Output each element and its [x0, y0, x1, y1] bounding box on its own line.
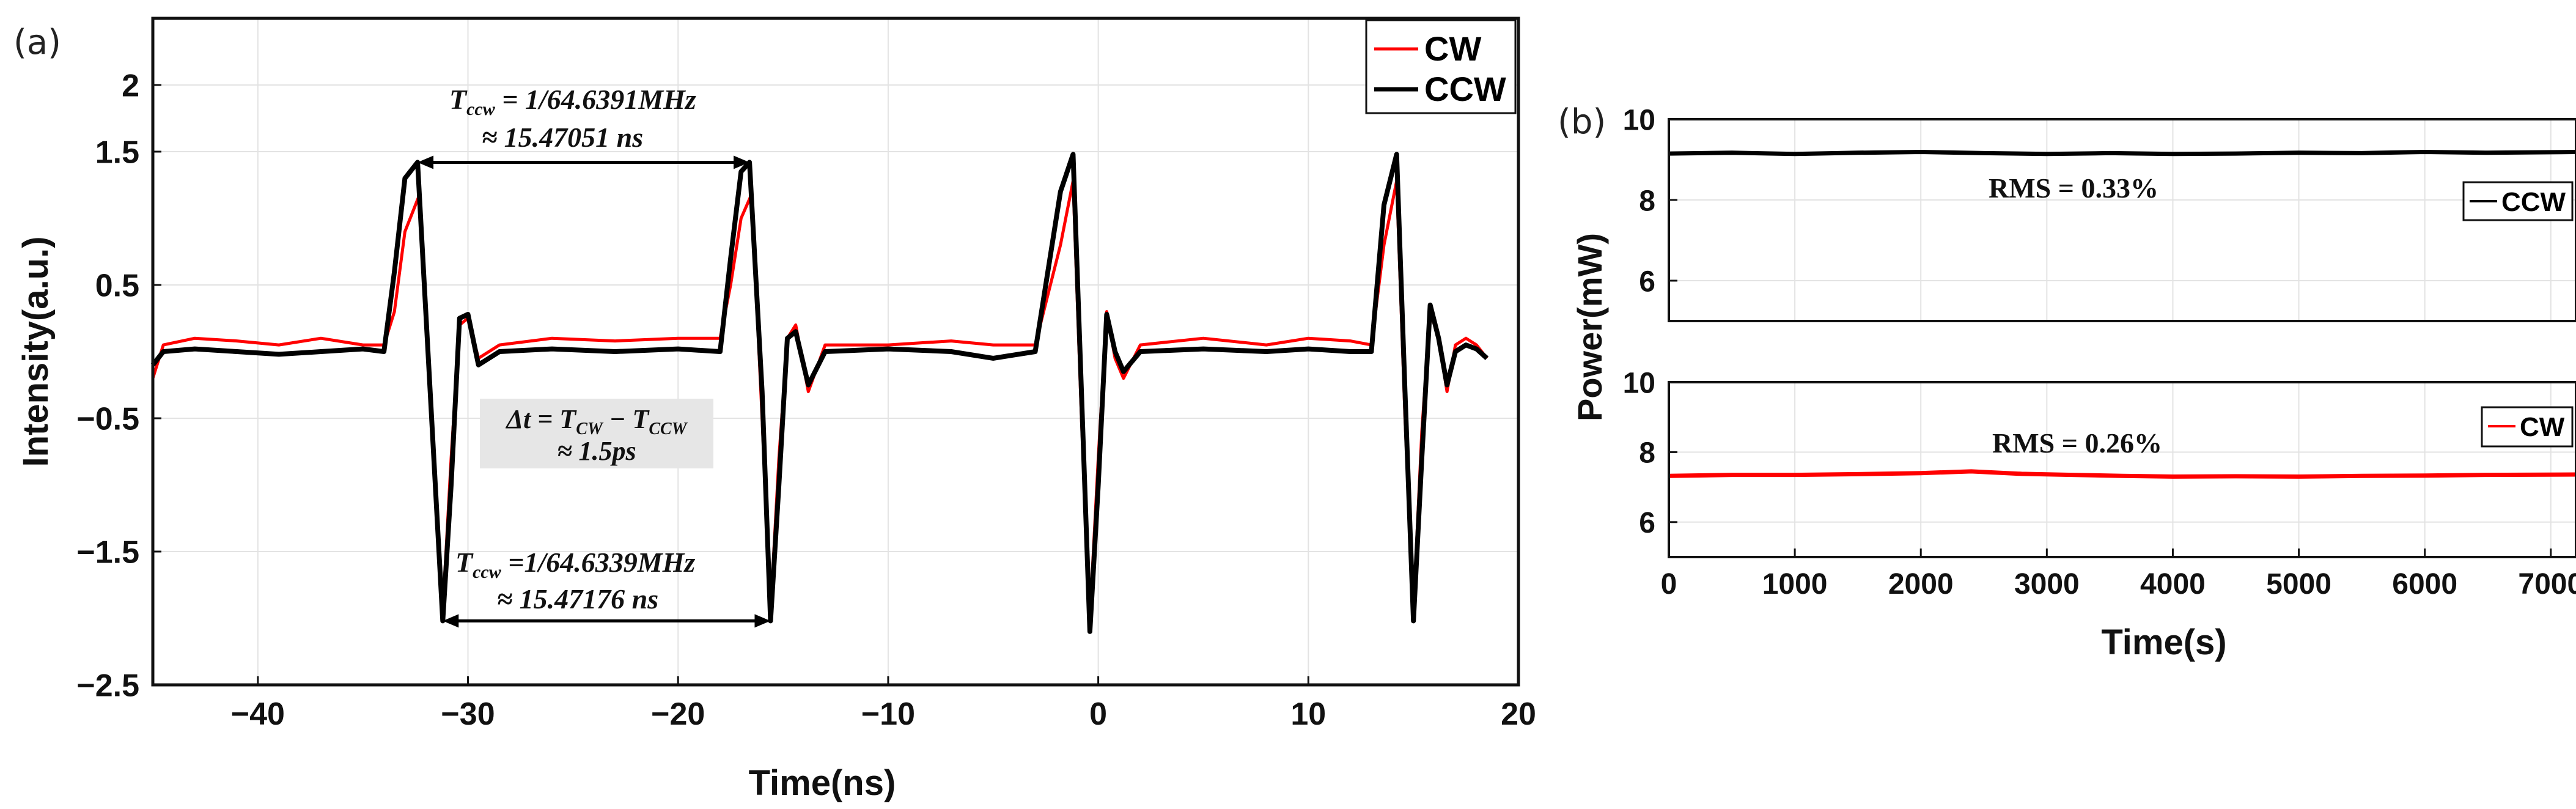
series-b-top: [1668, 150, 2576, 157]
x-tick-label: 2000: [1888, 568, 1954, 600]
x-tick-label: 20: [1501, 696, 1536, 732]
legend-b-bottom: CW: [2481, 406, 2574, 448]
t-ccw-bottom-approx: ≈ 15.47176 ns: [497, 583, 658, 615]
y-axis-label-a: Intensity(a.u.): [16, 236, 56, 467]
x-tick-label: −10: [861, 696, 915, 732]
t-ccw-bottom-formula: Tccw =1/64.6339MHz: [455, 547, 695, 582]
y-tick-label: 6: [1639, 507, 1655, 539]
legend-label-b-cw: CW: [2520, 412, 2565, 442]
y-tick-label: 0.5: [95, 268, 139, 304]
series-line-cw: [151, 179, 1489, 620]
x-tick-label: 0: [1661, 568, 1677, 600]
annotation-t-ccw-top: Tccw = 1/64.6391MHz ≈ 15.47051 ns: [449, 84, 696, 153]
period-arrowhead: [734, 155, 750, 169]
delta-t-formula: Δt = TCW − TCCW: [505, 404, 688, 438]
delta-t-approx: ≈ 1.5ps: [557, 436, 636, 466]
y-tick-label: 10: [1623, 367, 1655, 399]
legend-b-top: CCW: [2462, 181, 2574, 221]
t-ccw-bottom-var: T: [455, 547, 474, 578]
rms-ccw-label: RMS = 0.33%: [1989, 172, 2158, 204]
period-arrowhead: [754, 614, 771, 628]
x-tick-label: 0: [1089, 696, 1107, 732]
panel-label-a: (a): [13, 23, 61, 62]
y-tick-label: 2: [122, 68, 139, 104]
x-tick-label: 5000: [2266, 568, 2331, 600]
delta-t-sub1: CW: [576, 419, 604, 438]
x-tick-label: −30: [441, 696, 495, 732]
period-arrowhead: [443, 614, 459, 628]
legend-label-ccw: CCW: [1424, 70, 1506, 108]
grid-b-bottom: [1668, 382, 2576, 557]
delta-t-var: Δt = T: [505, 404, 577, 434]
ticks-b-bottom: 6 8 10 0 1000 2000 3000 4000 5000 6000 7000: [1623, 367, 2576, 600]
y-tick-label: 10: [1623, 104, 1655, 136]
series-line-ccw: [150, 152, 1489, 634]
y-tick-label: −0.5: [76, 402, 139, 437]
t-ccw-top-var: T: [449, 84, 468, 115]
y-tick-label: −2.5: [76, 668, 139, 704]
legend-label-cw: CW: [1424, 29, 1481, 68]
annotation-delta-t: Δt = TCW − TCCW ≈ 1.5ps: [480, 399, 713, 468]
legend-label-b-ccw: CCW: [2501, 187, 2566, 217]
y-tick-label: −1.5: [76, 535, 139, 571]
delta-t-box: [480, 399, 713, 468]
x-tick-label: 6000: [2392, 568, 2457, 600]
x-tick-label: 10: [1290, 696, 1326, 732]
delta-t-minus: − T: [603, 404, 650, 434]
rms-cw-label: RMS = 0.26%: [1992, 427, 2162, 459]
series-b-bottom: [1668, 469, 2576, 479]
ticks-b-top: 6 8 10: [1623, 104, 1677, 298]
legend-a: CW CCW: [1365, 19, 1517, 114]
annotation-t-ccw-bottom: Tccw =1/64.6339MHz ≈ 15.47176 ns: [455, 547, 695, 615]
x-tick-label: 4000: [2140, 568, 2206, 600]
plot-frame-b-top: [1668, 118, 2576, 322]
y-tick-label: 8: [1639, 437, 1655, 470]
t-ccw-top-sub: ccw: [466, 99, 496, 119]
legend-box-a: [1365, 19, 1517, 114]
t-ccw-top-approx: ≈ 15.47051 ns: [482, 122, 643, 153]
plot-frame-a: [151, 17, 1520, 687]
y-axis-label-b: Power(mW): [1570, 233, 1609, 421]
t-ccw-top-formula: Tccw = 1/64.6391MHz: [449, 84, 696, 119]
delta-t-sub2: CCW: [649, 419, 688, 438]
ticks-a: −2.5 −1.5 −0.5 0.5 1.5 2 −40 −30 −20 −10 0 10 20: [76, 68, 1536, 732]
x-tick-label: 1000: [1762, 568, 1828, 600]
x-axis-label-a: Time(ns): [749, 763, 896, 803]
series-line-cw: [1668, 469, 2576, 479]
y-tick-label: 1.5: [95, 135, 139, 171]
t-ccw-bottom-sub: ccw: [473, 562, 502, 582]
x-tick-label: 3000: [2014, 568, 2080, 600]
x-axis-label-b: Time(s): [2101, 622, 2226, 662]
t-ccw-bottom-eq: =1/64.6339MHz: [501, 547, 696, 578]
plot-frame-b-bottom: [1668, 381, 2576, 558]
period-arrowhead: [418, 155, 434, 169]
x-tick-label: −20: [651, 696, 705, 732]
series-a: [150, 152, 1489, 634]
panel-label-b: (b): [1558, 102, 1606, 142]
x-tick-label: 7000: [2518, 568, 2576, 600]
grid-b-top: [1669, 119, 2576, 321]
series-line-ccw: [1668, 150, 2576, 157]
x-tick-label: −40: [231, 696, 285, 732]
grid-a: [153, 18, 1519, 685]
t-ccw-top-eq: = 1/64.6391MHz: [495, 84, 696, 115]
period-arrows: [418, 155, 771, 628]
y-tick-label: 8: [1639, 185, 1655, 217]
y-tick-label: 6: [1639, 265, 1655, 298]
